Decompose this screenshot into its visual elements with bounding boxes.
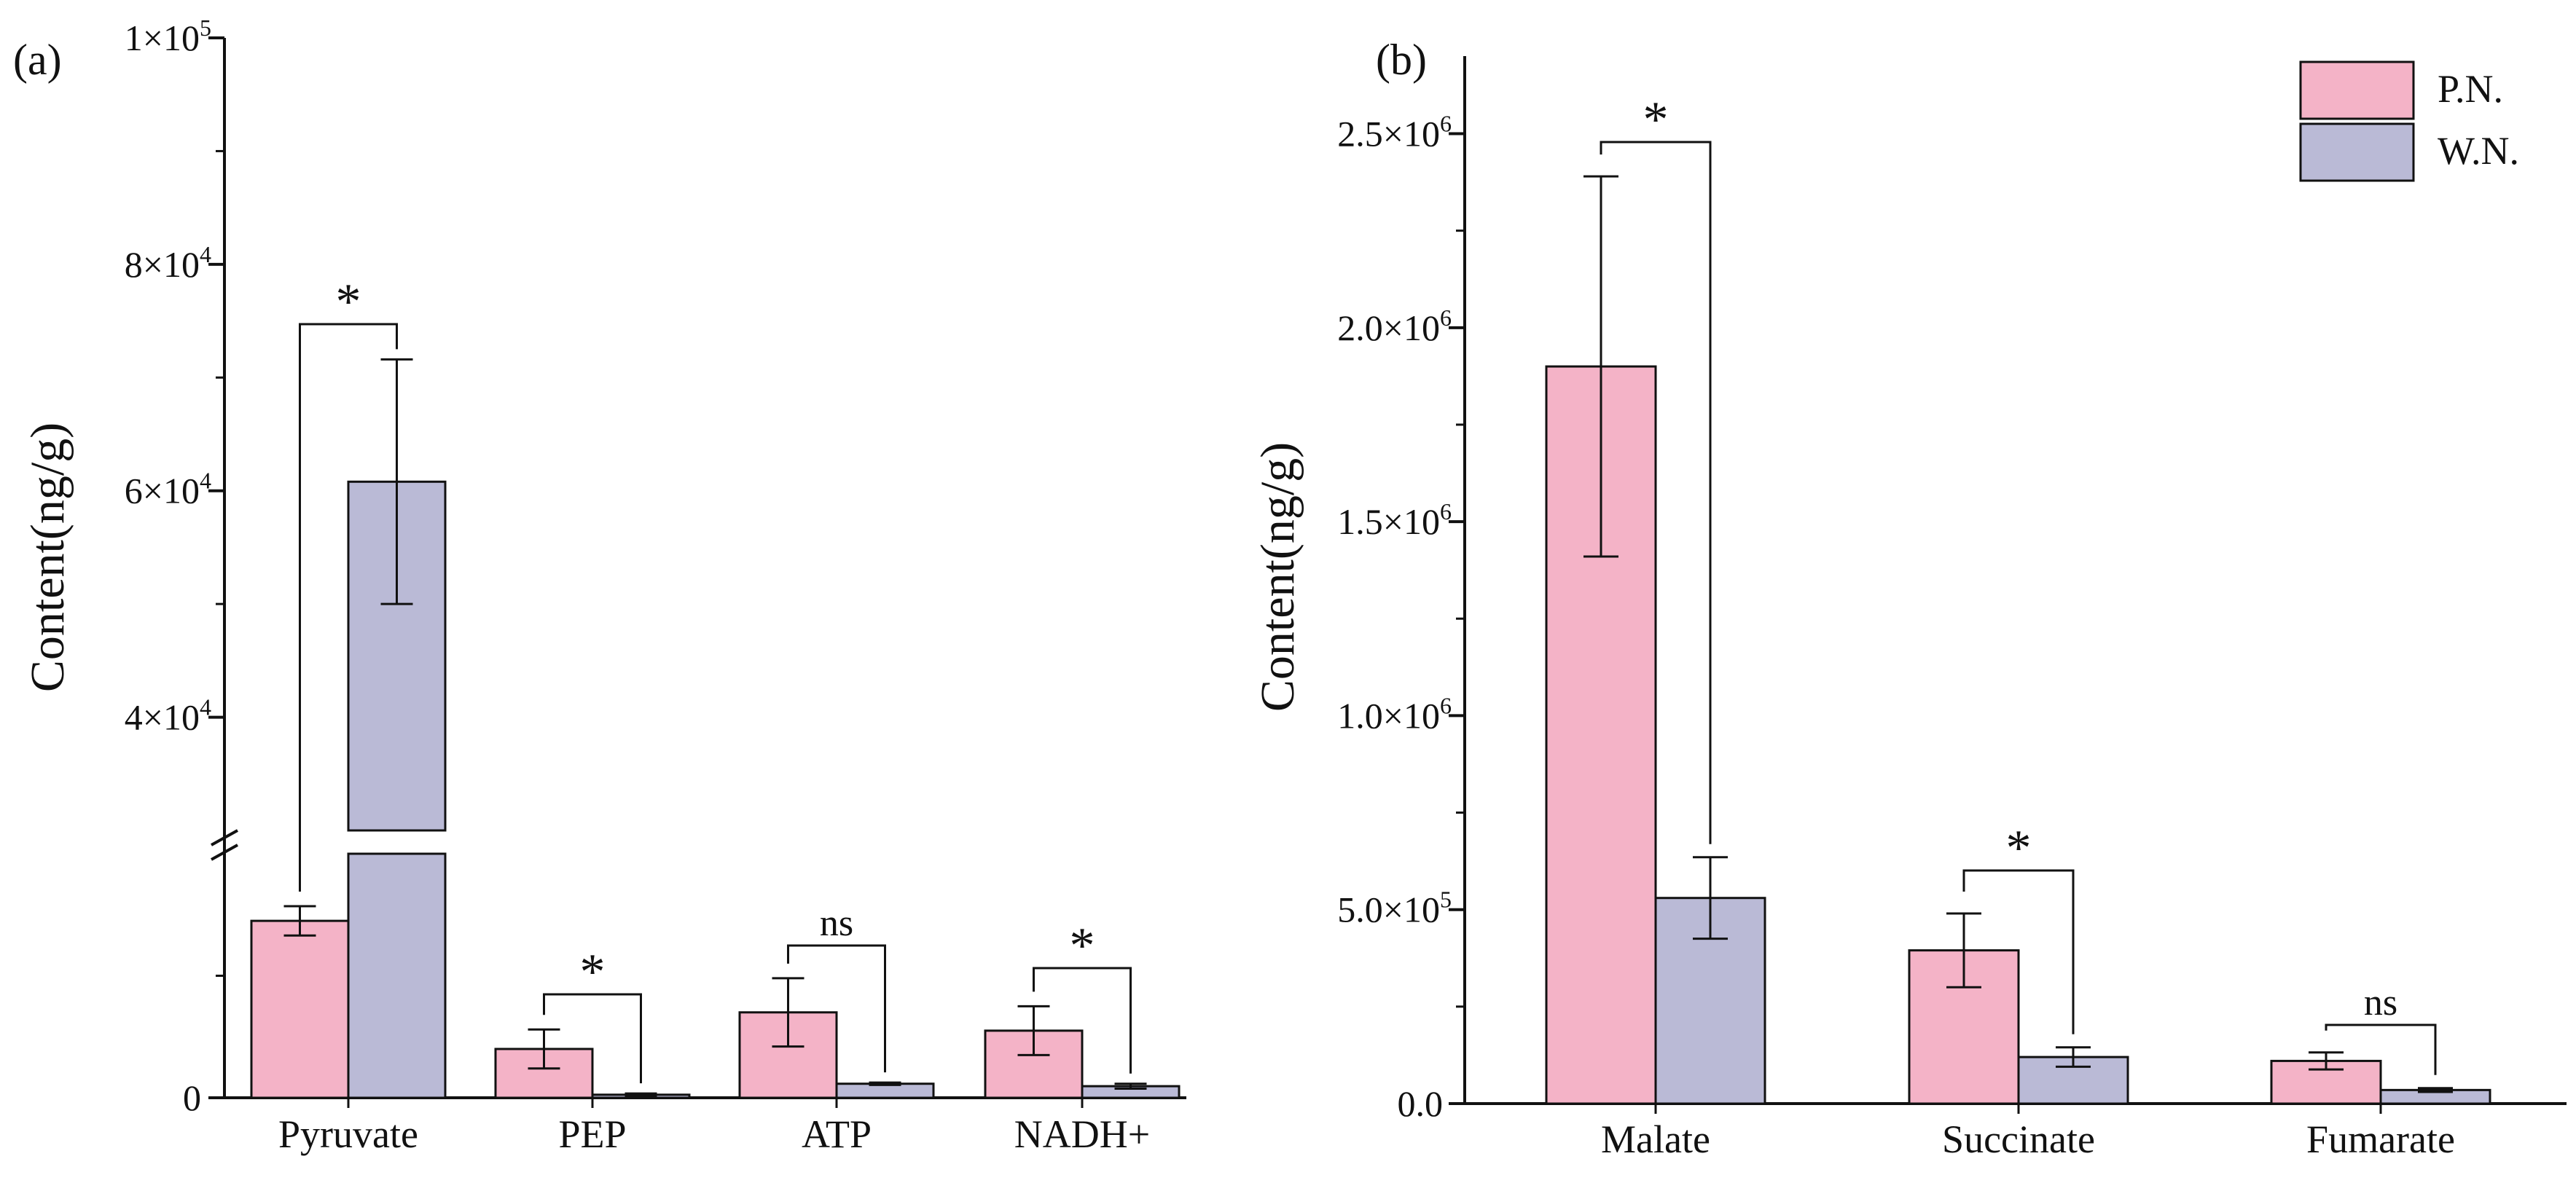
b-y-tick-label: 2.0×106 [1337,304,1452,348]
a-significance-PEP-bracket [543,993,642,1084]
b-significance-Fumarate-label: ns [2364,982,2397,1023]
a-axis-break-mark-2 [211,844,238,861]
legend-label-P.N.: P.N. [2438,67,2503,111]
b-significance-Succinate-label: * [2006,820,2032,876]
legend-swatch-P.N. [2299,60,2415,120]
a-x-tick-label-NADH+: NADH+ [1014,1112,1150,1156]
a-y-tick-label: 1×105 [125,15,211,58]
a-bar-P.N.-Pyruvate [250,919,350,1099]
a-y-tick-label: 4×104 [125,694,211,738]
a-significance-NADH+-bracket [1033,967,1132,1074]
b-y-axis-title: Content(ng/g) [1251,442,1304,712]
b-significance-Succinate-bracket [1962,869,2075,1034]
a-error-bar [869,1081,901,1086]
b-error-bar [2309,1051,2344,1071]
b-y-tick-label: 1.5×106 [1337,498,1452,542]
b-significance-Malate-bracket [1600,141,1712,844]
b-error-bar [1946,912,1981,989]
a-error-bar [772,977,804,1048]
b-y-tick-label: 2.5×106 [1337,111,1452,154]
a-error-bar [1017,1005,1050,1056]
b-y-tick-label: 1.0×106 [1337,692,1452,736]
b-significance-Fumarate-bracket [2325,1023,2437,1075]
a-error-bar [283,905,316,937]
b-error-bar [2418,1087,2453,1093]
a-significance-PEP-label: * [580,944,606,1000]
a-x-tick-label-Pyruvate: Pyruvate [278,1112,418,1156]
a-significance-Pyruvate-bracket [299,323,398,892]
a-panel-label: (a) [13,36,62,84]
b-error-bar [1583,175,1618,558]
a-axis-break-mark-1 [211,829,238,846]
a-significance-ATP-label: ns [820,903,853,944]
a-y-tick-label: 8×104 [125,241,211,285]
b-error-bar [1693,856,1728,940]
legend: P.N. W.N. [2299,60,2519,182]
legend-label-W.N.: W.N. [2438,129,2519,173]
a-y-axis-title: Content(ng/g) [21,422,74,692]
legend-swatch-W.N. [2299,122,2415,182]
a-bar-W.N.-Pyruvate-lower [347,852,447,1099]
a-significance-NADH+-label: * [1070,918,1095,974]
a-error-bar [625,1092,657,1097]
b-panel-label: (b) [1376,36,1427,84]
b-x-tick-label-Malate: Malate [1601,1117,1710,1161]
a-significance-Pyruvate-label: * [336,274,361,330]
a-error-bar [528,1028,560,1070]
a-significance-ATP-bracket [787,944,886,1073]
a-error-bar [380,358,413,605]
b-x-tick-label-Succinate: Succinate [1942,1117,2095,1161]
a-y-tick-label: 0 [183,1077,201,1118]
a-error-bar [1114,1082,1147,1090]
a-y-tick-label: 6×104 [125,468,211,511]
b-significance-Malate-label: * [1643,92,1669,148]
a-x-tick-label-ATP: ATP [802,1112,872,1156]
b-x-tick-label-Fumarate: Fumarate [2306,1117,2455,1161]
b-y-tick-label: 5.0×105 [1337,887,1452,930]
b-y-tick-label: 0.0 [1398,1083,1444,1124]
b-error-bar [2056,1046,2091,1068]
b-bar-W.N.-Malate [1654,897,1766,1105]
a-x-tick-label-PEP: PEP [558,1112,626,1156]
